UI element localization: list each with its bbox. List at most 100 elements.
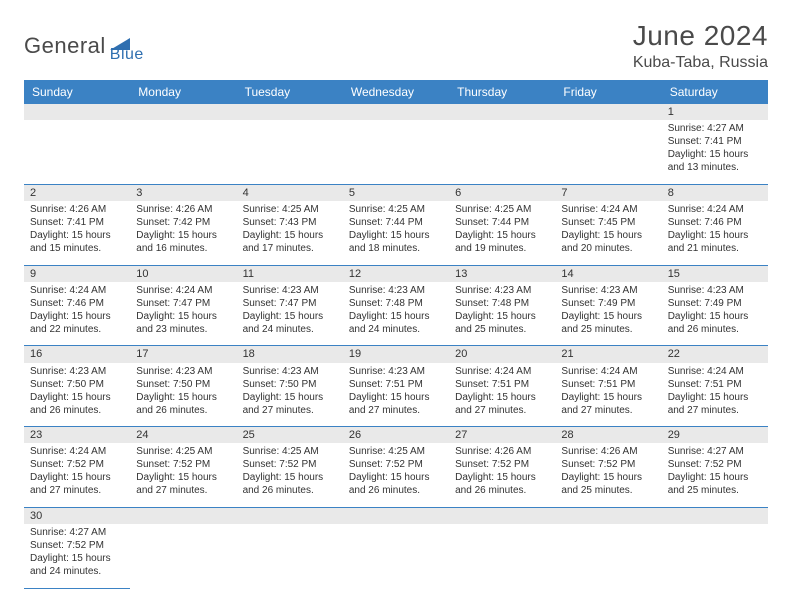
day-cell: Sunrise: 4:24 AMSunset: 7:46 PMDaylight:… <box>662 201 768 265</box>
sunrise-line: Sunrise: 4:24 AM <box>668 203 762 216</box>
daylight-line-1: Daylight: 15 hours <box>455 471 549 484</box>
day-number: 8 <box>668 187 674 199</box>
sunrise-line: Sunrise: 4:25 AM <box>349 445 443 458</box>
daynum-cell: 25 <box>237 427 343 444</box>
daynum-cell: 12 <box>343 265 449 282</box>
day-number: 9 <box>30 268 36 280</box>
daylight-line-2: and 16 minutes. <box>136 242 230 255</box>
sunrise-line: Sunrise: 4:26 AM <box>30 203 124 216</box>
daylight-line-1: Daylight: 15 hours <box>243 391 337 404</box>
day-number: 11 <box>243 268 254 280</box>
daynum-cell: 8 <box>662 184 768 201</box>
sunrise-line: Sunrise: 4:25 AM <box>243 203 337 216</box>
weekday-header: Tuesday <box>237 80 343 104</box>
daylight-line-2: and 19 minutes. <box>455 242 549 255</box>
day-cell: Sunrise: 4:25 AMSunset: 7:52 PMDaylight:… <box>130 443 236 507</box>
weekday-header: Friday <box>555 80 661 104</box>
sunset-line: Sunset: 7:46 PM <box>30 297 124 310</box>
sunset-line: Sunset: 7:47 PM <box>243 297 337 310</box>
logo-text-blue: Blue <box>110 46 144 64</box>
day-number: 23 <box>30 429 42 441</box>
sunrise-line: Sunrise: 4:25 AM <box>349 203 443 216</box>
day-cell: Sunrise: 4:24 AMSunset: 7:45 PMDaylight:… <box>555 201 661 265</box>
daylight-line-1: Daylight: 15 hours <box>668 148 762 161</box>
day-number: 15 <box>668 268 680 280</box>
month-title: June 2024 <box>633 20 768 52</box>
daynum-cell: 28 <box>555 427 661 444</box>
daylight-line-2: and 25 minutes. <box>561 323 655 336</box>
logo: General Blue <box>24 28 144 64</box>
detail-row: Sunrise: 4:24 AMSunset: 7:46 PM Daylight:… <box>24 282 768 346</box>
weekday-header-row: Sunday Monday Tuesday Wednesday Thursday… <box>24 80 768 104</box>
day-cell <box>237 524 343 588</box>
daylight-line-2: and 15 minutes. <box>30 242 124 255</box>
daylight-line-1: Daylight: 15 hours <box>30 471 124 484</box>
daynum-cell: 30 <box>24 507 130 524</box>
sunrise-line: Sunrise: 4:25 AM <box>136 445 230 458</box>
daylight-line-2: and 26 minutes. <box>349 484 443 497</box>
day-number: 25 <box>243 429 255 441</box>
day-number: 13 <box>455 268 467 280</box>
daynum-cell: 5 <box>343 184 449 201</box>
day-cell: Sunrise: 4:26 AMSunset: 7:52 PMDaylight:… <box>555 443 661 507</box>
day-number: 7 <box>561 187 567 199</box>
detail-row: Sunrise: 4:26 AMSunset: 7:41 PMDaylight:… <box>24 201 768 265</box>
daylight-line-2: and 26 minutes. <box>668 323 762 336</box>
day-cell: Sunrise: 4:25 AMSunset: 7:44 PMDaylight:… <box>449 201 555 265</box>
daynum-cell: 26 <box>343 427 449 444</box>
sunset-line: Sunset: 7:42 PM <box>136 216 230 229</box>
daylight-line-2: and 27 minutes. <box>349 404 443 417</box>
day-number: 4 <box>243 187 249 199</box>
day-cell: Sunrise: 4:27 AMSunset: 7:41 PMDaylight:… <box>662 120 768 184</box>
sunrise-line: Sunrise: 4:27 AM <box>30 526 124 539</box>
sunset-line: Sunset: 7:44 PM <box>349 216 443 229</box>
daylight-line-2: and 23 minutes. <box>136 323 230 336</box>
day-number: 21 <box>561 348 573 360</box>
daylight-line-2: and 24 minutes. <box>349 323 443 336</box>
daylight-line-1: Daylight: 15 hours <box>455 229 549 242</box>
daylight-line-1: Daylight: 15 hours <box>668 310 762 323</box>
daylight-line-1: Daylight: 15 hours <box>30 229 124 242</box>
day-number: 1 <box>668 106 674 118</box>
day-number: 17 <box>136 348 148 360</box>
sunrise-line: Sunrise: 4:23 AM <box>243 284 337 297</box>
day-cell <box>24 120 130 184</box>
day-cell: Sunrise: 4:24 AMSunset: 7:46 PMDaylight:… <box>24 282 130 346</box>
detail-row: Sunrise: 4:27 AMSunset: 7:52 PMDaylight:… <box>24 524 768 588</box>
daynum-cell: 11 <box>237 265 343 282</box>
daynum-cell <box>555 104 661 120</box>
daynum-cell: 13 <box>449 265 555 282</box>
daynum-cell: 27 <box>449 427 555 444</box>
day-number: 3 <box>136 187 142 199</box>
daynum-cell: 9 <box>24 265 130 282</box>
sunrise-line: Sunrise: 4:24 AM <box>561 365 655 378</box>
sunset-line: Sunset: 7:52 PM <box>136 458 230 471</box>
sunrise-line: Sunrise: 4:24 AM <box>561 203 655 216</box>
day-cell <box>130 524 236 588</box>
day-cell: Sunrise: 4:24 AMSunset: 7:51 PMDaylight:… <box>449 363 555 427</box>
sunset-line: Sunset: 7:52 PM <box>455 458 549 471</box>
day-number: 26 <box>349 429 361 441</box>
day-cell: Sunrise: 4:23 AMSunset: 7:47 PMDaylight:… <box>237 282 343 346</box>
daylight-line-1: Daylight: 15 hours <box>455 310 549 323</box>
day-cell <box>343 120 449 184</box>
sunset-line: Sunset: 7:51 PM <box>455 378 549 391</box>
daylight-line-2: and 26 minutes. <box>243 484 337 497</box>
sunrise-line: Sunrise: 4:26 AM <box>136 203 230 216</box>
detail-row: Sunrise: 4:23 AMSunset: 7:50 PMDaylight:… <box>24 363 768 427</box>
sunrise-line: Sunrise: 4:27 AM <box>668 122 762 135</box>
daynum-cell: 21 <box>555 346 661 363</box>
sunrise-line: Sunrise: 4:24 AM <box>668 365 762 378</box>
sunset-line: Sunset: 7:50 PM <box>30 378 124 391</box>
day-number: 22 <box>668 348 680 360</box>
daylight-line-2: and 26 minutes. <box>455 484 549 497</box>
day-cell: Sunrise: 4:23 AMSunset: 7:51 PMDaylight:… <box>343 363 449 427</box>
daylight-line-1: Daylight: 15 hours <box>349 471 443 484</box>
sunset-line: Sunset: 7:52 PM <box>243 458 337 471</box>
detail-row: Sunrise: 4:27 AMSunset: 7:41 PMDaylight:… <box>24 120 768 184</box>
daynum-cell: 7 <box>555 184 661 201</box>
weekday-header: Sunday <box>24 80 130 104</box>
daynum-cell <box>237 104 343 120</box>
sunrise-line: Sunrise: 4:24 AM <box>30 284 124 297</box>
daylight-line-1: Daylight: 15 hours <box>243 310 337 323</box>
